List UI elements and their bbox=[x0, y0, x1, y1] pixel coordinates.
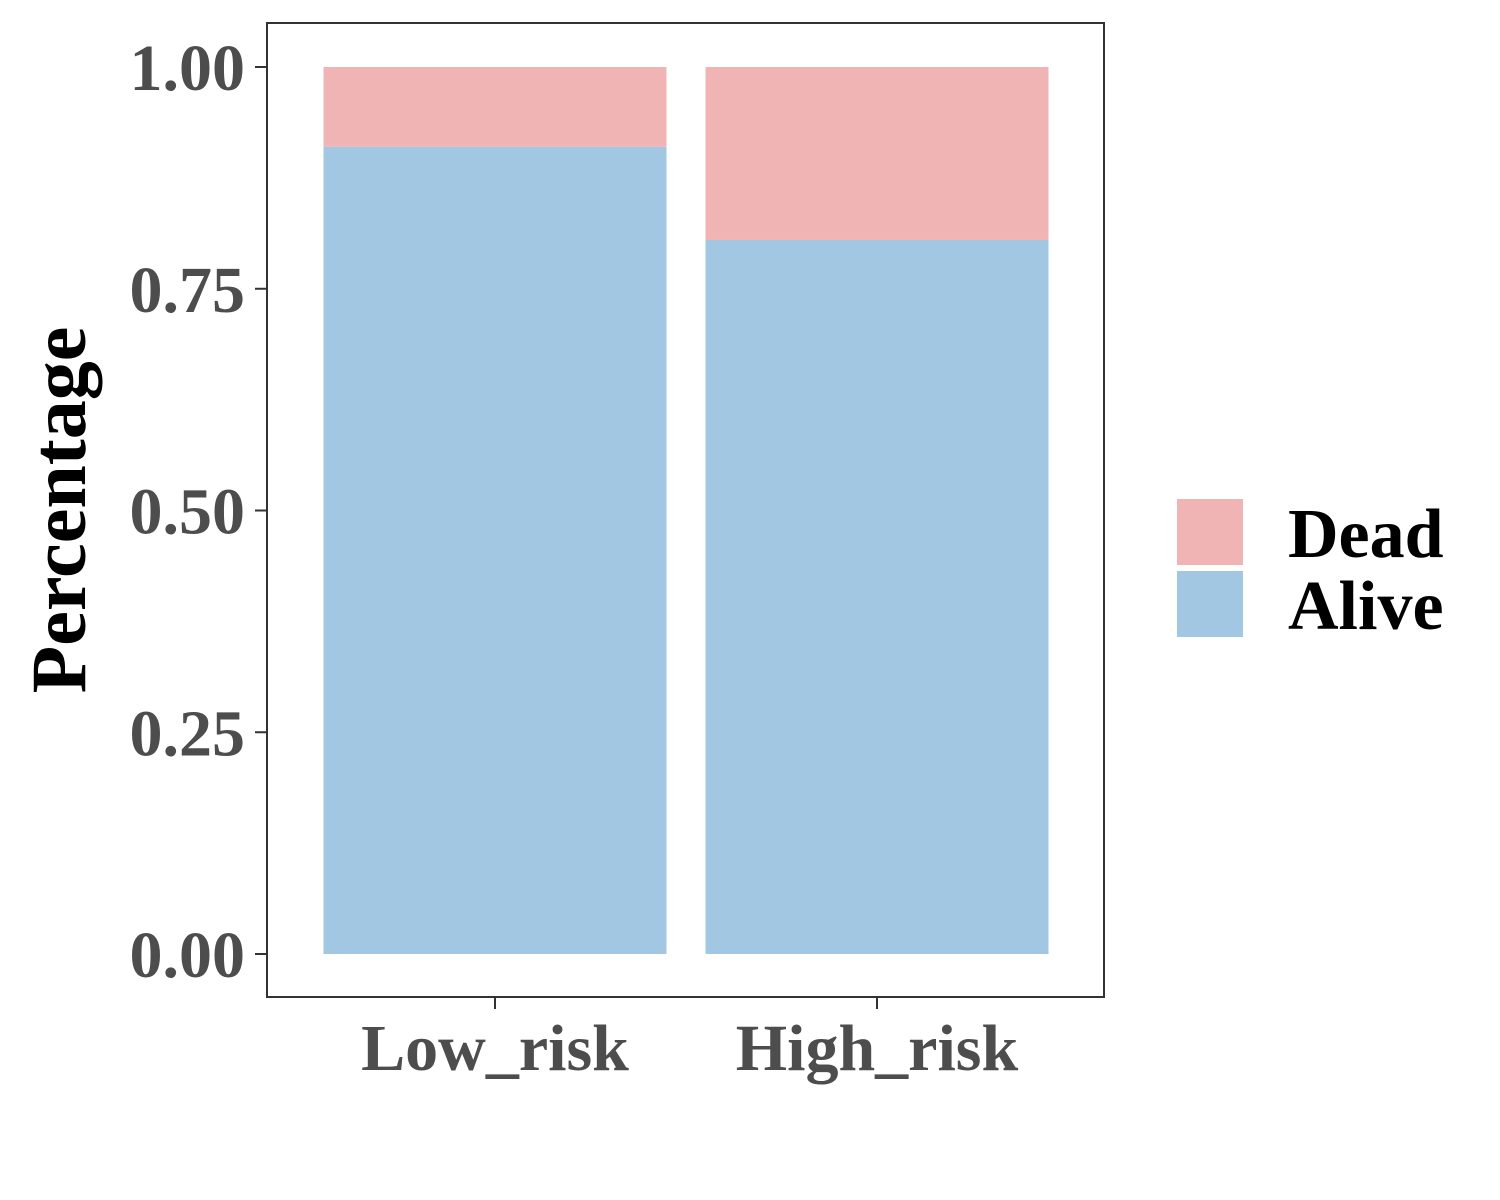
bar-high-risk-dead bbox=[705, 67, 1049, 240]
bar-low-risk-dead bbox=[323, 67, 667, 147]
bar-high-risk-alive bbox=[705, 239, 1049, 955]
bar-low-risk-alive bbox=[323, 146, 667, 954]
legend-label-alive: Alive bbox=[1288, 568, 1444, 645]
legend-key-dead bbox=[1177, 499, 1243, 565]
x-tick-label: High_risk bbox=[736, 1012, 1019, 1085]
y-axis: 0.00 0.25 0.50 0.75 1.00 bbox=[130, 32, 267, 992]
y-tick-label: 0.50 bbox=[130, 476, 246, 549]
y-tick-label: 0.75 bbox=[130, 254, 246, 327]
y-axis-title: Percentage bbox=[15, 327, 102, 694]
legend-key-alive bbox=[1177, 571, 1243, 637]
bars-layer bbox=[323, 67, 1049, 955]
x-axis: Low_risk High_risk bbox=[361, 997, 1018, 1085]
y-tick-label: 1.00 bbox=[130, 32, 246, 105]
x-tick-label: Low_risk bbox=[361, 1012, 629, 1085]
y-tick-label: 0.25 bbox=[130, 697, 246, 770]
y-tick-label: 0.00 bbox=[130, 919, 246, 992]
legend-label-dead: Dead bbox=[1288, 496, 1444, 573]
